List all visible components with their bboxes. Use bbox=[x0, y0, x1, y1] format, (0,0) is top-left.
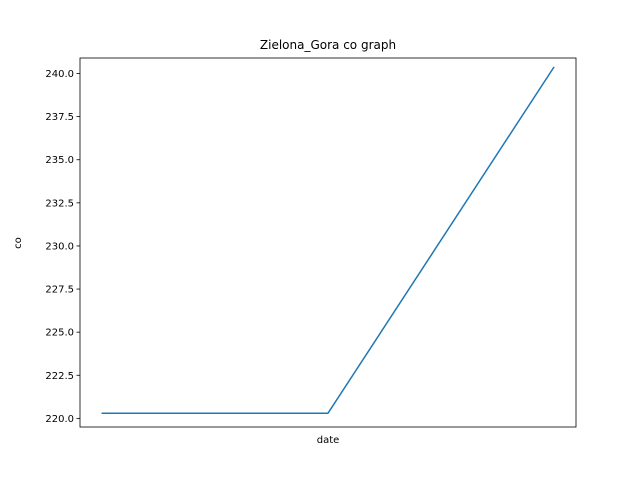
plot-area: 220.0 222.5 225.0 227.5 230.0 232.5 235.0 237.5… bbox=[45, 57, 577, 428]
y-tick-label: 220.0 bbox=[45, 414, 74, 425]
series-line-0 bbox=[101, 66, 555, 414]
y-tick-label: 235.0 bbox=[45, 155, 74, 166]
y-tick-label: 222.5 bbox=[45, 371, 74, 382]
y-tick-label: 225.0 bbox=[45, 328, 74, 339]
chart-title: Zielona_Gora co graph bbox=[260, 38, 396, 52]
x-axis-label: date bbox=[317, 435, 340, 446]
y-tick-label: 240.0 bbox=[45, 69, 74, 80]
y-tick-label: 232.5 bbox=[45, 198, 74, 209]
y-tick-label: 237.5 bbox=[45, 112, 74, 123]
y-tick-label: 227.5 bbox=[45, 285, 74, 296]
y-axis-label: co bbox=[13, 237, 24, 249]
y-tick-label: 230.0 bbox=[45, 241, 74, 252]
axes-frame bbox=[79, 57, 577, 428]
